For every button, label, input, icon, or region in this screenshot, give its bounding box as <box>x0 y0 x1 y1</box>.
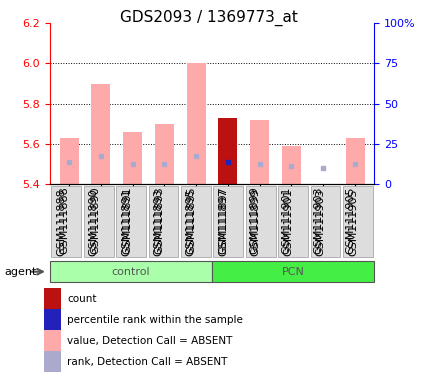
Text: GSM111895: GSM111895 <box>185 188 195 256</box>
Text: GSM111903: GSM111903 <box>312 186 322 254</box>
Text: control: control <box>112 266 150 277</box>
Text: GSM111895: GSM111895 <box>186 186 196 254</box>
Bar <box>59 138 79 184</box>
Text: GSM111890: GSM111890 <box>91 186 101 254</box>
Text: GSM111888: GSM111888 <box>59 186 69 254</box>
Bar <box>186 63 205 184</box>
Bar <box>91 83 110 184</box>
Text: GSM111890: GSM111890 <box>89 188 99 256</box>
Bar <box>250 120 269 184</box>
Bar <box>281 146 300 184</box>
Text: count: count <box>67 293 97 304</box>
Bar <box>123 132 142 184</box>
Text: GSM111893: GSM111893 <box>153 188 163 256</box>
Text: GSM111891: GSM111891 <box>122 186 132 254</box>
Text: GSM111888: GSM111888 <box>56 188 66 256</box>
Text: rank, Detection Call = ABSENT: rank, Detection Call = ABSENT <box>67 357 227 367</box>
Text: GSM111899: GSM111899 <box>249 186 259 254</box>
Text: GSM111893: GSM111893 <box>154 186 164 254</box>
Text: GSM111897: GSM111897 <box>217 186 227 254</box>
Text: GSM111901: GSM111901 <box>281 186 291 254</box>
Text: value, Detection Call = ABSENT: value, Detection Call = ABSENT <box>67 336 232 346</box>
Text: PCN: PCN <box>281 266 304 277</box>
Bar <box>155 124 174 184</box>
Bar <box>218 118 237 184</box>
Text: GSM111903: GSM111903 <box>315 188 325 256</box>
Text: GSM111901: GSM111901 <box>283 188 293 256</box>
Bar <box>345 138 364 184</box>
Text: GDS2093 / 1369773_at: GDS2093 / 1369773_at <box>120 10 297 26</box>
Text: GSM111897: GSM111897 <box>218 188 228 256</box>
Text: GSM111905: GSM111905 <box>347 188 357 256</box>
Text: GSM111899: GSM111899 <box>250 188 260 256</box>
Text: GSM111891: GSM111891 <box>121 188 131 256</box>
Text: GSM111905: GSM111905 <box>344 186 354 254</box>
Text: percentile rank within the sample: percentile rank within the sample <box>67 314 243 325</box>
Text: agent: agent <box>4 266 36 277</box>
